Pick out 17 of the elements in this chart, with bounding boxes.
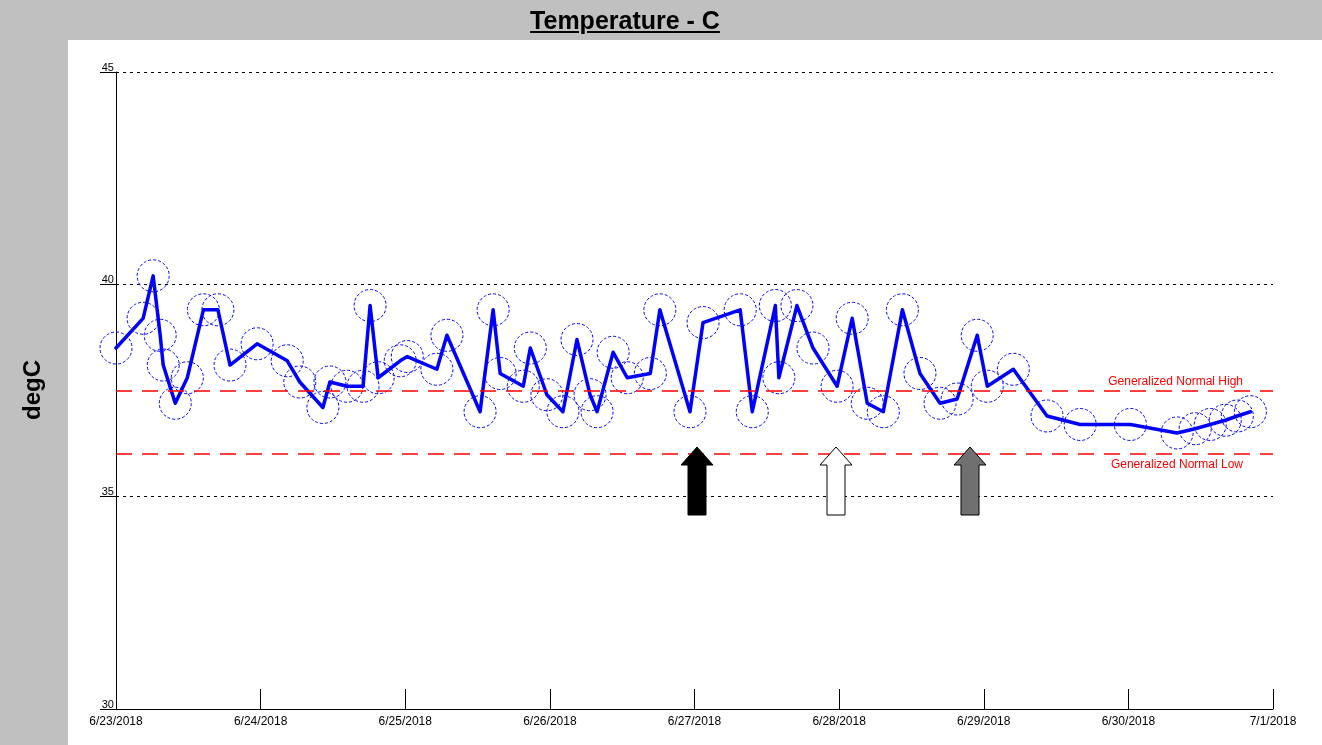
- x-tick-label: 6/23/2018: [89, 714, 144, 728]
- chart-title: Temperature - C: [529, 6, 721, 35]
- x-tick-label: 6/27/2018: [667, 714, 722, 728]
- y-tick-label: 35: [101, 485, 114, 498]
- x-tick-label: 6/29/2018: [957, 714, 1011, 728]
- y-tick-label: 45: [101, 60, 114, 73]
- x-tick-label: 7/1/2018: [1249, 714, 1297, 728]
- y-tick-label: 40: [101, 272, 114, 285]
- x-tick-label: 6/28/2018: [812, 714, 867, 728]
- ref-line-label: Generalized Normal Low: [1110, 457, 1244, 472]
- x-tick-label: 6/26/2018: [523, 714, 577, 728]
- y-tick-label: 30: [101, 697, 114, 710]
- x-tick-label: 6/25/2018: [378, 714, 433, 728]
- x-tick-label: 6/30/2018: [1101, 714, 1156, 728]
- ref-line-label: Generalized Normal High: [1108, 373, 1243, 388]
- x-tick-label: 6/24/2018: [233, 714, 288, 728]
- y-axis-title: degC: [18, 360, 46, 420]
